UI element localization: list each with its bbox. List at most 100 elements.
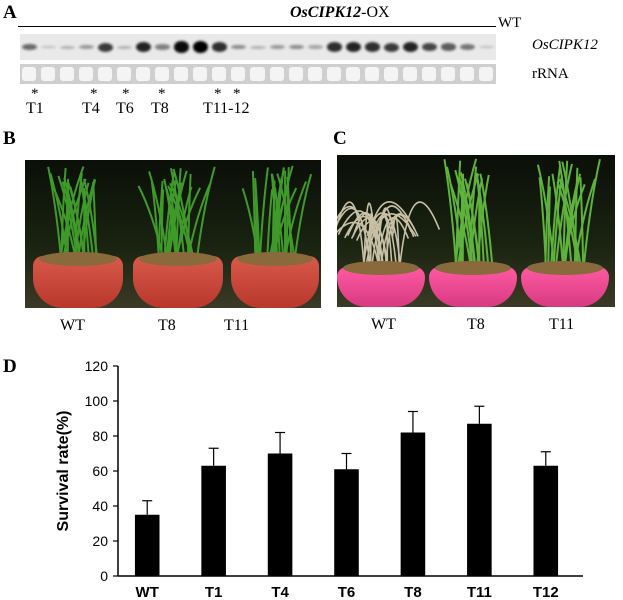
leaf-blade <box>172 168 193 261</box>
leaf-blade <box>254 180 259 261</box>
y-tick-label: 100 <box>85 393 109 409</box>
leaf-blade <box>391 216 401 268</box>
bar-t12 <box>533 465 559 576</box>
rrna-band <box>383 67 398 81</box>
northern-blot <box>20 34 496 60</box>
wt-lane-label: WT <box>498 15 522 31</box>
leaf-blade <box>337 221 380 268</box>
leaf-blade <box>582 158 601 268</box>
overexpression-gene: OsCIPK12 <box>290 4 362 21</box>
survival-rate-bar-chart: 0 20 40 60 80 100 120 Survival rate(%) WT T1 T4 T6 T… <box>55 358 583 600</box>
leaf-blade <box>376 217 410 268</box>
leaf-blade <box>169 182 195 261</box>
y-tick-label: 120 <box>85 358 109 374</box>
leaf-blade <box>550 165 562 268</box>
blot-band <box>402 41 418 53</box>
leaf-blade <box>558 178 582 268</box>
y-tick-label: 0 <box>100 568 108 584</box>
leaf-blade <box>454 158 478 268</box>
blot-band <box>307 45 323 49</box>
blot-band <box>117 45 133 49</box>
rrna-band <box>440 67 455 81</box>
leaf-blade <box>337 201 365 268</box>
bar-t6 <box>334 469 359 576</box>
leaf-blade <box>459 174 464 268</box>
blot-band <box>22 43 38 51</box>
leaf-blade <box>356 220 388 268</box>
rrna-band <box>478 67 493 81</box>
rrna-band <box>421 67 436 81</box>
panel-d-letter: D <box>3 356 17 377</box>
blot-band <box>79 44 95 50</box>
leaf-blade <box>443 159 458 268</box>
rrna-band <box>212 67 227 81</box>
x-tick-label: T6 <box>338 584 356 600</box>
bar-wt <box>134 514 160 576</box>
blot-gene-label: OsCIPK12 <box>532 37 598 53</box>
blot-band <box>136 41 152 53</box>
leaf-blade <box>366 212 398 268</box>
rrna-band <box>231 67 246 81</box>
leaf-blade <box>561 161 580 268</box>
blot-band <box>383 42 399 52</box>
overexpression-bracket-line <box>18 26 496 27</box>
leaf-blade <box>479 173 494 268</box>
leaf-blade <box>465 182 481 268</box>
blot-band <box>98 42 114 52</box>
rrna-band <box>41 67 56 81</box>
panel-c-letter: C <box>333 128 347 149</box>
leaf-blade <box>251 171 257 261</box>
leaf-blade <box>468 166 478 268</box>
photo-b-label-t8: T8 <box>158 317 176 334</box>
leaf-blade <box>380 213 419 268</box>
photo-normal-condition <box>25 160 321 308</box>
rrna-band <box>269 67 284 81</box>
x-tick-label: WT <box>136 584 159 600</box>
leaf-blade <box>258 167 269 261</box>
rrna-band <box>136 67 151 81</box>
y-tick-label: 80 <box>92 428 108 444</box>
asterisk-t12: * <box>233 86 241 102</box>
blot-band <box>250 45 266 49</box>
y-tick-label: 40 <box>92 498 108 514</box>
blot-band <box>421 42 437 52</box>
bar-t8 <box>400 432 426 576</box>
y-tick-label: 60 <box>92 463 108 479</box>
rrna-band <box>98 67 113 81</box>
photo-b-label-t11: T11 <box>224 317 250 334</box>
rrna-band <box>402 67 417 81</box>
asterisk-t6: * <box>122 86 130 102</box>
rrna-band <box>155 67 170 81</box>
leaf-blade <box>352 213 380 268</box>
leaf-blade <box>157 180 164 261</box>
line-label-t11-12: T11-12 <box>203 100 250 117</box>
leaf-blade <box>166 182 183 261</box>
leaf-blade <box>371 205 412 268</box>
blot-band <box>269 44 285 50</box>
blot-band <box>345 41 361 53</box>
blot-band <box>326 42 342 52</box>
blot-band <box>193 41 209 53</box>
asterisk-t4: * <box>90 86 98 102</box>
rrna-label: rRNA <box>532 66 569 82</box>
leaf-blade <box>195 166 216 261</box>
blot-band <box>41 45 57 49</box>
leaf-blade <box>579 177 585 268</box>
blot-band <box>155 44 171 50</box>
leaf-blade <box>547 186 551 268</box>
line-label-t8: T8 <box>151 100 169 117</box>
x-tick-label: T11 <box>467 584 492 600</box>
rrna-band <box>307 67 322 81</box>
leaf-blade <box>337 205 372 268</box>
rrna-band <box>117 67 132 81</box>
leaf-blade <box>344 215 384 268</box>
x-tick-label: T12 <box>533 584 559 600</box>
photo-drought-condition <box>337 155 615 307</box>
leaf-blade <box>92 181 98 261</box>
rice-seedlings-c <box>337 158 601 268</box>
leaf-blade <box>137 185 165 261</box>
photo-c-label-wt: WT <box>371 316 396 333</box>
asterisk-t11: * <box>214 86 222 102</box>
panel-b-letter: B <box>3 128 16 149</box>
blot-band <box>440 43 456 51</box>
